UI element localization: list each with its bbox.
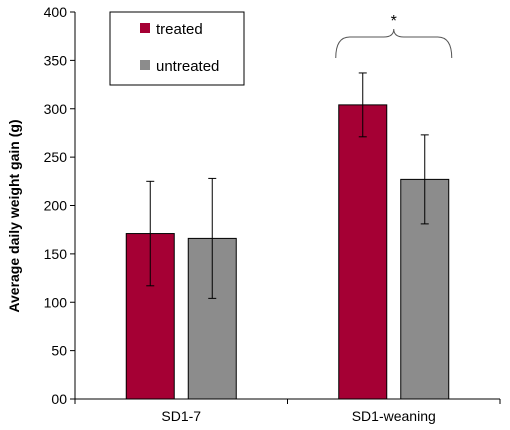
legend-label-untreated: untreated [156, 58, 219, 75]
significance-label: * [391, 13, 397, 30]
axes: 00 50 100 150 200 250 300 350 400 SD1-7 SD1-weanin… [44, 4, 501, 424]
legend-label-treated: treated [156, 21, 203, 38]
x-tick-label: SD1-7 [161, 408, 201, 424]
y-tick-label: 250 [44, 149, 68, 165]
annotations: * [335, 13, 453, 59]
x-tick-label: SD1-weaning [352, 408, 436, 424]
bars [125, 104, 450, 400]
y-tick-label: 300 [44, 101, 68, 117]
legend: treated untreated [109, 11, 245, 86]
legend-swatch-untreated [140, 60, 150, 70]
y-axis-title: Average daily weight gain (g) [6, 119, 22, 312]
y-tick-label: 200 [44, 198, 68, 214]
y-tick-label: 100 [44, 294, 68, 310]
legend-box [109, 11, 245, 86]
y-tick-label: 350 [44, 52, 68, 68]
legend-swatch-treated [140, 23, 150, 33]
error-bars [146, 72, 429, 299]
y-tick-label: 150 [44, 246, 68, 262]
significance-bracket [335, 28, 453, 59]
y-tick-label: 00 [51, 391, 67, 407]
bar [338, 104, 388, 400]
y-tick-label: 50 [51, 343, 67, 359]
y-tick-label: 400 [44, 4, 68, 20]
